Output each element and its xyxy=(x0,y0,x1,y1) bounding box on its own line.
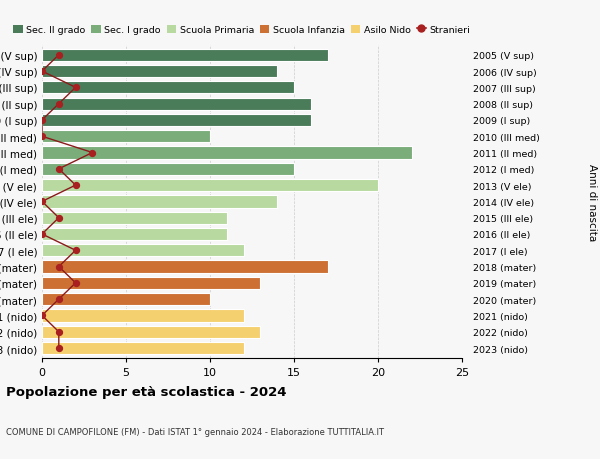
Bar xyxy=(42,179,378,192)
Text: COMUNE DI CAMPOFILONE (FM) - Dati ISTAT 1° gennaio 2024 - Elaborazione TUTTITALI: COMUNE DI CAMPOFILONE (FM) - Dati ISTAT … xyxy=(6,427,384,436)
Point xyxy=(71,247,80,254)
Bar xyxy=(42,245,244,257)
Point xyxy=(54,52,64,59)
Point xyxy=(37,133,47,140)
Bar xyxy=(42,163,294,175)
Point xyxy=(37,231,47,238)
Bar xyxy=(42,326,260,338)
Point xyxy=(71,280,80,287)
Point xyxy=(54,214,64,222)
Point xyxy=(71,182,80,190)
Point xyxy=(37,198,47,206)
Point xyxy=(54,166,64,173)
Bar xyxy=(42,131,210,143)
Point xyxy=(54,263,64,271)
Bar xyxy=(42,261,328,273)
Bar xyxy=(42,66,277,78)
Bar xyxy=(42,196,277,208)
Bar xyxy=(42,98,311,111)
Bar xyxy=(42,310,244,322)
Bar xyxy=(42,50,328,62)
Point xyxy=(54,345,64,352)
Point xyxy=(71,84,80,92)
Point xyxy=(37,68,47,76)
Bar xyxy=(42,342,244,354)
Text: Anni di nascita: Anni di nascita xyxy=(587,163,597,241)
Bar xyxy=(42,277,260,289)
Point xyxy=(37,312,47,319)
Bar xyxy=(42,147,412,159)
Bar xyxy=(42,212,227,224)
Legend: Sec. II grado, Sec. I grado, Scuola Primaria, Scuola Infanzia, Asilo Nido, Stran: Sec. II grado, Sec. I grado, Scuola Prim… xyxy=(13,26,470,35)
Text: Popolazione per età scolastica - 2024: Popolazione per età scolastica - 2024 xyxy=(6,386,287,398)
Point xyxy=(37,117,47,124)
Point xyxy=(88,150,97,157)
Point xyxy=(54,328,64,336)
Bar xyxy=(42,293,210,306)
Bar xyxy=(42,82,294,94)
Point xyxy=(54,296,64,303)
Point xyxy=(54,101,64,108)
Bar xyxy=(42,229,227,241)
Bar xyxy=(42,115,311,127)
